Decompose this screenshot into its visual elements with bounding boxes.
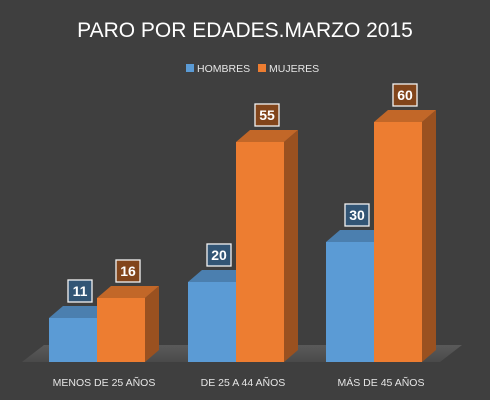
svg-text:30: 30 bbox=[349, 207, 365, 223]
data-label-hombres-3: 30 bbox=[344, 203, 370, 227]
bar-front bbox=[236, 142, 284, 362]
bar-mujeres-3 bbox=[374, 110, 436, 362]
legend-label-mujeres: MUJERES bbox=[269, 63, 319, 75]
x-axis-labels: MENOS DE 25 AÑOS DE 25 A 44 AÑOS MÁS DE 45… bbox=[53, 376, 425, 389]
bar-front bbox=[49, 318, 97, 362]
svg-text:20: 20 bbox=[211, 247, 227, 263]
bar-mujeres-2 bbox=[236, 130, 298, 362]
svg-text:16: 16 bbox=[120, 263, 136, 279]
data-label-hombres-1: 11 bbox=[67, 279, 93, 303]
data-label-mujeres-2: 55 bbox=[254, 103, 280, 127]
x-tick-label: MENOS DE 25 AÑOS bbox=[53, 376, 156, 389]
bar-top bbox=[49, 306, 111, 318]
bar-mujeres-1 bbox=[97, 286, 159, 362]
svg-text:55: 55 bbox=[259, 107, 275, 123]
bar-front bbox=[188, 282, 236, 362]
data-label-mujeres-3: 60 bbox=[392, 83, 418, 107]
bar-top bbox=[188, 270, 250, 282]
x-tick-label: DE 25 A 44 AÑOS bbox=[201, 376, 286, 389]
data-label-mujeres-1: 16 bbox=[115, 259, 141, 283]
bar-top bbox=[97, 286, 159, 298]
bar-side bbox=[284, 130, 298, 362]
bar-front bbox=[97, 298, 145, 362]
legend-label-hombres: HOMBRES bbox=[197, 63, 250, 75]
chart-title: PARO POR EDADES.MARZO 2015 bbox=[77, 19, 413, 42]
legend-swatch-hombres bbox=[186, 64, 194, 72]
bar-side bbox=[422, 110, 436, 362]
bar-top bbox=[374, 110, 436, 122]
svg-text:60: 60 bbox=[397, 87, 413, 103]
bar-front bbox=[326, 242, 374, 362]
legend-swatch-mujeres bbox=[258, 64, 266, 72]
x-tick-label: MÁS DE 45 AÑOS bbox=[338, 376, 425, 389]
data-label-hombres-2: 20 bbox=[206, 243, 232, 267]
bars-group bbox=[49, 110, 436, 362]
bar-top bbox=[236, 130, 298, 142]
bar-top bbox=[326, 230, 388, 242]
bar-side bbox=[145, 286, 159, 362]
bar-front bbox=[374, 122, 422, 362]
legend: HOMBRES MUJERES bbox=[186, 63, 319, 75]
svg-text:11: 11 bbox=[73, 283, 88, 299]
value-labels-group: 11 16 20 55 30 60 bbox=[67, 83, 418, 303]
